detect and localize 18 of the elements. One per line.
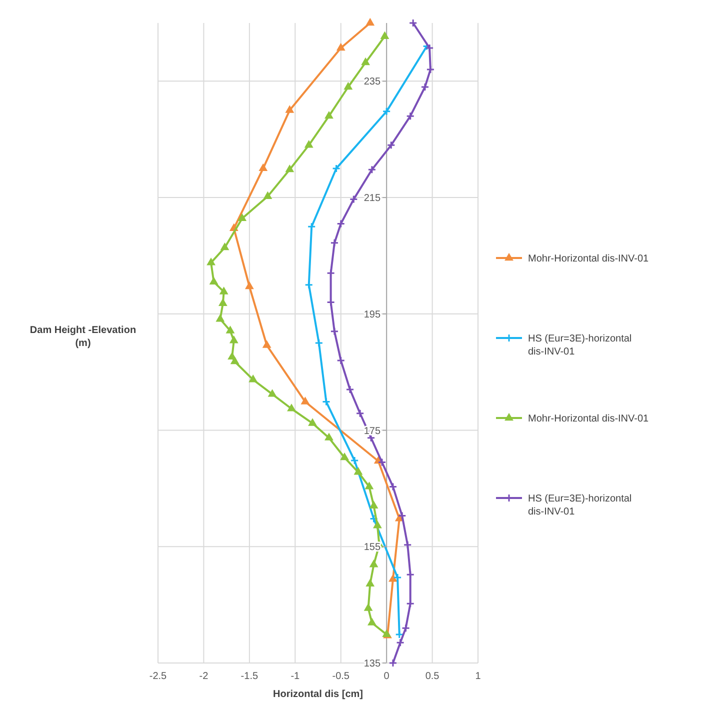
legend-label: HS (Eur=3E)-horizontal dis-INV-01	[528, 334, 632, 358]
legend-label: Mohr-Horizontal dis-INV-01	[528, 254, 650, 264]
y-tick-label: 135	[364, 658, 382, 670]
x-tick-label: -2	[199, 671, 209, 682]
x-tick-label: -1	[290, 671, 300, 682]
x-tick-label: 0.5	[425, 671, 440, 682]
legend-label: Mohr-Horizontal dis-INV-01	[528, 414, 650, 424]
x-tick-label: -0.5	[332, 671, 350, 682]
y-tick-label: 235	[364, 76, 382, 88]
x-axis-title: Horizontal dis [cm]	[272, 689, 364, 700]
legend-label: HS (Eur=3E)-horizontal dis-INV-01	[528, 494, 632, 518]
y-axis-title: Dam Height -Elevation (m)	[30, 325, 136, 349]
y-tick-label: 195	[364, 309, 382, 320]
y-tick-label: 215	[364, 193, 382, 204]
x-tick-label: 1	[475, 671, 482, 682]
x-tick-label: -1.5	[240, 671, 258, 682]
x-tick-label: -2.5	[149, 671, 168, 682]
x-tick-label: 0	[384, 671, 390, 682]
